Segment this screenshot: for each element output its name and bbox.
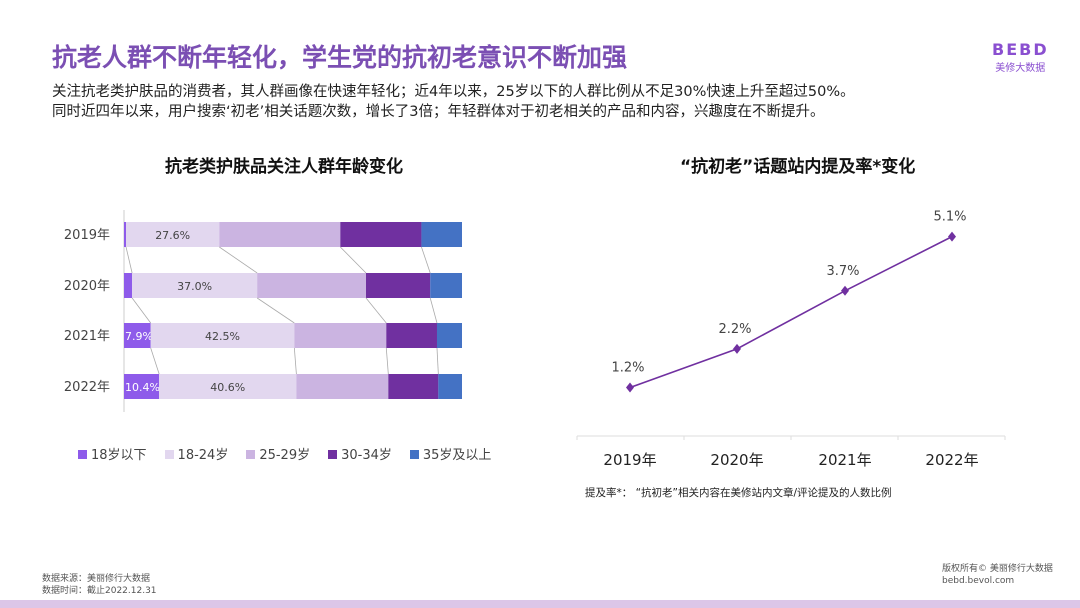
line-category-label: 2022年	[925, 451, 978, 469]
bar-segment	[340, 222, 422, 247]
footer-source: 数据来源：美丽修行大数据 数据时间：截止2022.12.31	[42, 574, 157, 596]
bar-segment	[124, 273, 133, 298]
legend-item: 18岁以下	[78, 444, 147, 463]
bar-segment	[124, 323, 151, 348]
bar-connector	[125, 246, 133, 274]
bar-category-label: 2021年	[64, 329, 110, 344]
bar-connector	[429, 297, 438, 324]
page-title: 抗老人群不断年轻化，学生党的抗初老意识不断加强	[52, 43, 628, 72]
line-point	[626, 382, 634, 393]
line-category-label: 2021年	[818, 451, 871, 469]
bar-segment	[294, 323, 387, 348]
bar-data-label: 10.4%	[125, 381, 160, 394]
bar-segment	[219, 222, 341, 247]
bar-segment	[366, 273, 431, 298]
bar-data-label: 40.6%	[210, 381, 245, 394]
bar-connector	[385, 347, 389, 375]
bar-connector	[293, 347, 297, 375]
line-point	[733, 343, 741, 354]
bar-category-label: 2020年	[64, 279, 110, 294]
bar-segment	[126, 222, 220, 247]
bar-data-label: 7.9%	[125, 330, 153, 343]
bar-connector	[436, 347, 439, 375]
line-data-label: 3.7%	[826, 264, 859, 279]
bar-connector	[340, 246, 367, 274]
line-data-label: 5.1%	[933, 210, 966, 225]
bar-legend: 18岁以下 18-24岁 25-29岁 30-34岁 35岁及以上	[78, 444, 491, 463]
bar-segment	[438, 374, 462, 399]
bar-connector	[256, 297, 295, 324]
logo: BEBD 美修大数据	[992, 40, 1049, 74]
line-series	[629, 235, 953, 389]
subtitle-line-2: 同时近四年以来，用户搜索‘初老’相关话题次数，增长了3倍；年轻群体对于初老相关的…	[52, 104, 825, 120]
line-category-label: 2019年	[603, 451, 656, 469]
bar-segment	[436, 323, 462, 348]
bar-data-label: 37.0%	[177, 280, 212, 293]
line-point	[948, 231, 956, 242]
bar-segment	[296, 374, 389, 399]
bar-category-label: 2022年	[64, 380, 110, 395]
bar-segment	[257, 273, 367, 298]
bar-segment	[132, 273, 258, 298]
bar-segment	[124, 222, 127, 247]
legend-item: 35岁及以上	[409, 444, 491, 463]
bar-segment	[430, 273, 462, 298]
bar-segment	[421, 222, 462, 247]
line-data-label: 2.2%	[718, 322, 751, 337]
legend-item: 30-34岁	[328, 444, 392, 463]
bar-connector	[219, 246, 258, 274]
bar-segment	[150, 323, 295, 348]
legend-item: 25-29岁	[246, 444, 310, 463]
line-data-label: 1.2%	[611, 361, 644, 376]
line-category-label: 2020年	[710, 451, 763, 469]
line-chart-title: “抗初老”话题站内提及率*变化	[680, 157, 916, 177]
bar-connector	[150, 347, 160, 375]
bar-connector	[421, 246, 431, 274]
bar-chart-title: 抗老类护肤品关注人群年龄变化	[165, 157, 403, 177]
footer-copyright: 版权所有© 美丽修行大数据 bebd.bevol.com	[942, 564, 1053, 586]
subtitle-line-1: 关注抗老类护肤品的消费者，其人群画像在快速年轻化；近4年以来，25岁以下的人群比…	[52, 84, 855, 100]
bar-connector	[131, 297, 152, 324]
bar-data-label: 27.6%	[155, 229, 190, 242]
legend-item: 18-24岁	[164, 444, 228, 463]
bar-segment	[386, 323, 437, 348]
bar-data-label: 42.5%	[205, 330, 240, 343]
bar-connector	[365, 297, 387, 324]
bar-segment	[124, 374, 160, 399]
footer-band	[0, 600, 1080, 608]
bar-segment	[388, 374, 439, 399]
line-point	[841, 285, 849, 296]
bar-category-label: 2019年	[64, 228, 110, 243]
bar-segment	[159, 374, 297, 399]
line-chart-note: 提及率*： “抗初老”相关内容在美修站内文章/评论提及的人数比例	[585, 487, 892, 499]
